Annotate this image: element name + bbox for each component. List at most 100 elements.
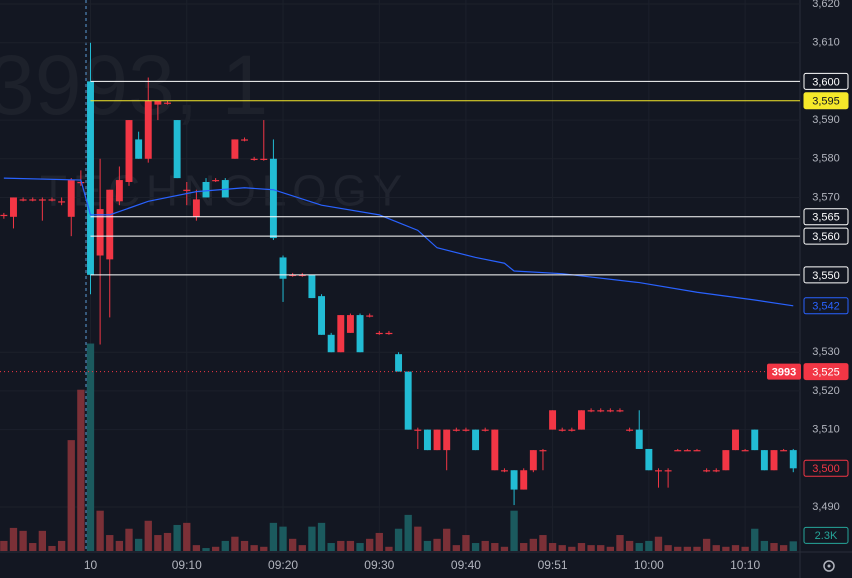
volume-bar: [67, 440, 75, 551]
x-tick-label: 09:10: [172, 558, 202, 572]
candle-body: [202, 181, 210, 198]
volume-bar: [779, 545, 788, 551]
volume-bar: [471, 543, 480, 551]
candle-body: [144, 100, 152, 159]
candle-body: [683, 450, 691, 452]
candle-body: [433, 429, 441, 451]
candle-body: [529, 450, 537, 471]
volume-bar: [462, 535, 470, 551]
last-price-label: 3,500: [812, 463, 840, 475]
candle-body: [29, 199, 37, 201]
candle-body: [19, 199, 27, 201]
volume-bar: [664, 545, 672, 551]
candle-body: [635, 429, 643, 449]
symbol-label: 3993: [772, 366, 796, 378]
x-tick-label: 09:51: [538, 558, 568, 572]
y-tick-label: 3,620: [812, 0, 840, 10]
price-label-box: [803, 363, 849, 381]
candle-body: [289, 274, 297, 277]
candle-body: [760, 450, 768, 471]
volume-bar: [192, 545, 201, 551]
vwap-line: [3, 177, 794, 307]
volume-bar: [606, 546, 615, 551]
volume-bar: [231, 536, 239, 551]
candle-body: [327, 334, 335, 353]
candle-body: [375, 332, 383, 335]
volume-bar: [587, 545, 595, 551]
volume-bar: [308, 526, 316, 551]
volume-bar: [173, 524, 181, 551]
candle-body: [173, 120, 181, 179]
x-tick-label: 09:40: [451, 558, 481, 572]
volume-bar: [683, 546, 692, 551]
volume-bar: [423, 540, 432, 551]
candle-body: [366, 315, 374, 317]
candle-body: [192, 199, 200, 217]
vwap-label: 3,542: [812, 301, 840, 313]
volume-bar: [57, 540, 66, 551]
volume-bar: [240, 540, 249, 551]
volume-label-box: [803, 526, 849, 544]
level-label-box: [803, 227, 849, 245]
volume-label: 2.3K: [815, 530, 838, 542]
vwap-label-box: [803, 297, 849, 315]
volume-bar: [346, 540, 355, 551]
candle-body: [703, 470, 711, 472]
volume-bar: [635, 543, 643, 551]
volume-bar: [221, 540, 229, 551]
volume-bar: [144, 520, 152, 551]
candle-body: [693, 450, 701, 452]
candle-body: [385, 332, 393, 335]
volume-bar: [770, 543, 778, 551]
symbol-label-box: [767, 363, 801, 380]
candle-body: [48, 199, 56, 201]
candle-body: [481, 429, 489, 431]
volume-bar: [38, 530, 47, 551]
candle-body: [337, 315, 345, 353]
candle-body: [558, 429, 566, 431]
level-label: 3,550: [812, 270, 840, 282]
candle-body: [443, 429, 451, 451]
volume-bar: [86, 343, 95, 551]
candle-body: [597, 410, 605, 412]
volume-bar: [568, 546, 576, 551]
candle-body: [154, 100, 162, 105]
y-tick-label: 3,530: [812, 346, 840, 358]
candle-body: [549, 410, 557, 430]
x-tick-label: 09:30: [364, 558, 394, 572]
volume-bar: [674, 546, 682, 551]
volume-bar: [741, 546, 749, 551]
level-label: 3,560: [812, 231, 840, 243]
candle-body: [789, 450, 797, 469]
candle-body: [645, 448, 653, 471]
volume-bar: [394, 528, 403, 551]
volume-bar: [760, 540, 769, 551]
volume-bar: [452, 545, 460, 551]
candle-body: [212, 180, 220, 182]
settings-button[interactable]: [823, 560, 835, 572]
candle-body: [260, 158, 268, 160]
volume-bar: [154, 535, 162, 551]
volume-bar: [414, 526, 422, 551]
level-label-box: [803, 72, 849, 90]
candle-body: [664, 470, 672, 472]
candle-body: [452, 429, 460, 431]
candle-body: [231, 139, 239, 159]
volume-bar: [712, 545, 720, 551]
candle-body: [712, 470, 720, 472]
volume-bar: [443, 528, 451, 551]
x-tick-label: 10: [84, 558, 98, 572]
candle-body: [770, 450, 778, 471]
volume-bar: [510, 510, 518, 551]
candle-body: [164, 102, 171, 104]
candle-body: [58, 201, 66, 203]
gear-icon[interactable]: [823, 560, 835, 572]
x-tick-label: 09:20: [268, 558, 298, 572]
candle-body: [395, 354, 403, 372]
candle-body: [520, 470, 528, 490]
level-label-box: [803, 92, 849, 110]
candle-body: [568, 429, 576, 431]
candle-body: [414, 429, 422, 431]
volume-bar: [751, 528, 759, 551]
candle-body: [616, 410, 624, 412]
